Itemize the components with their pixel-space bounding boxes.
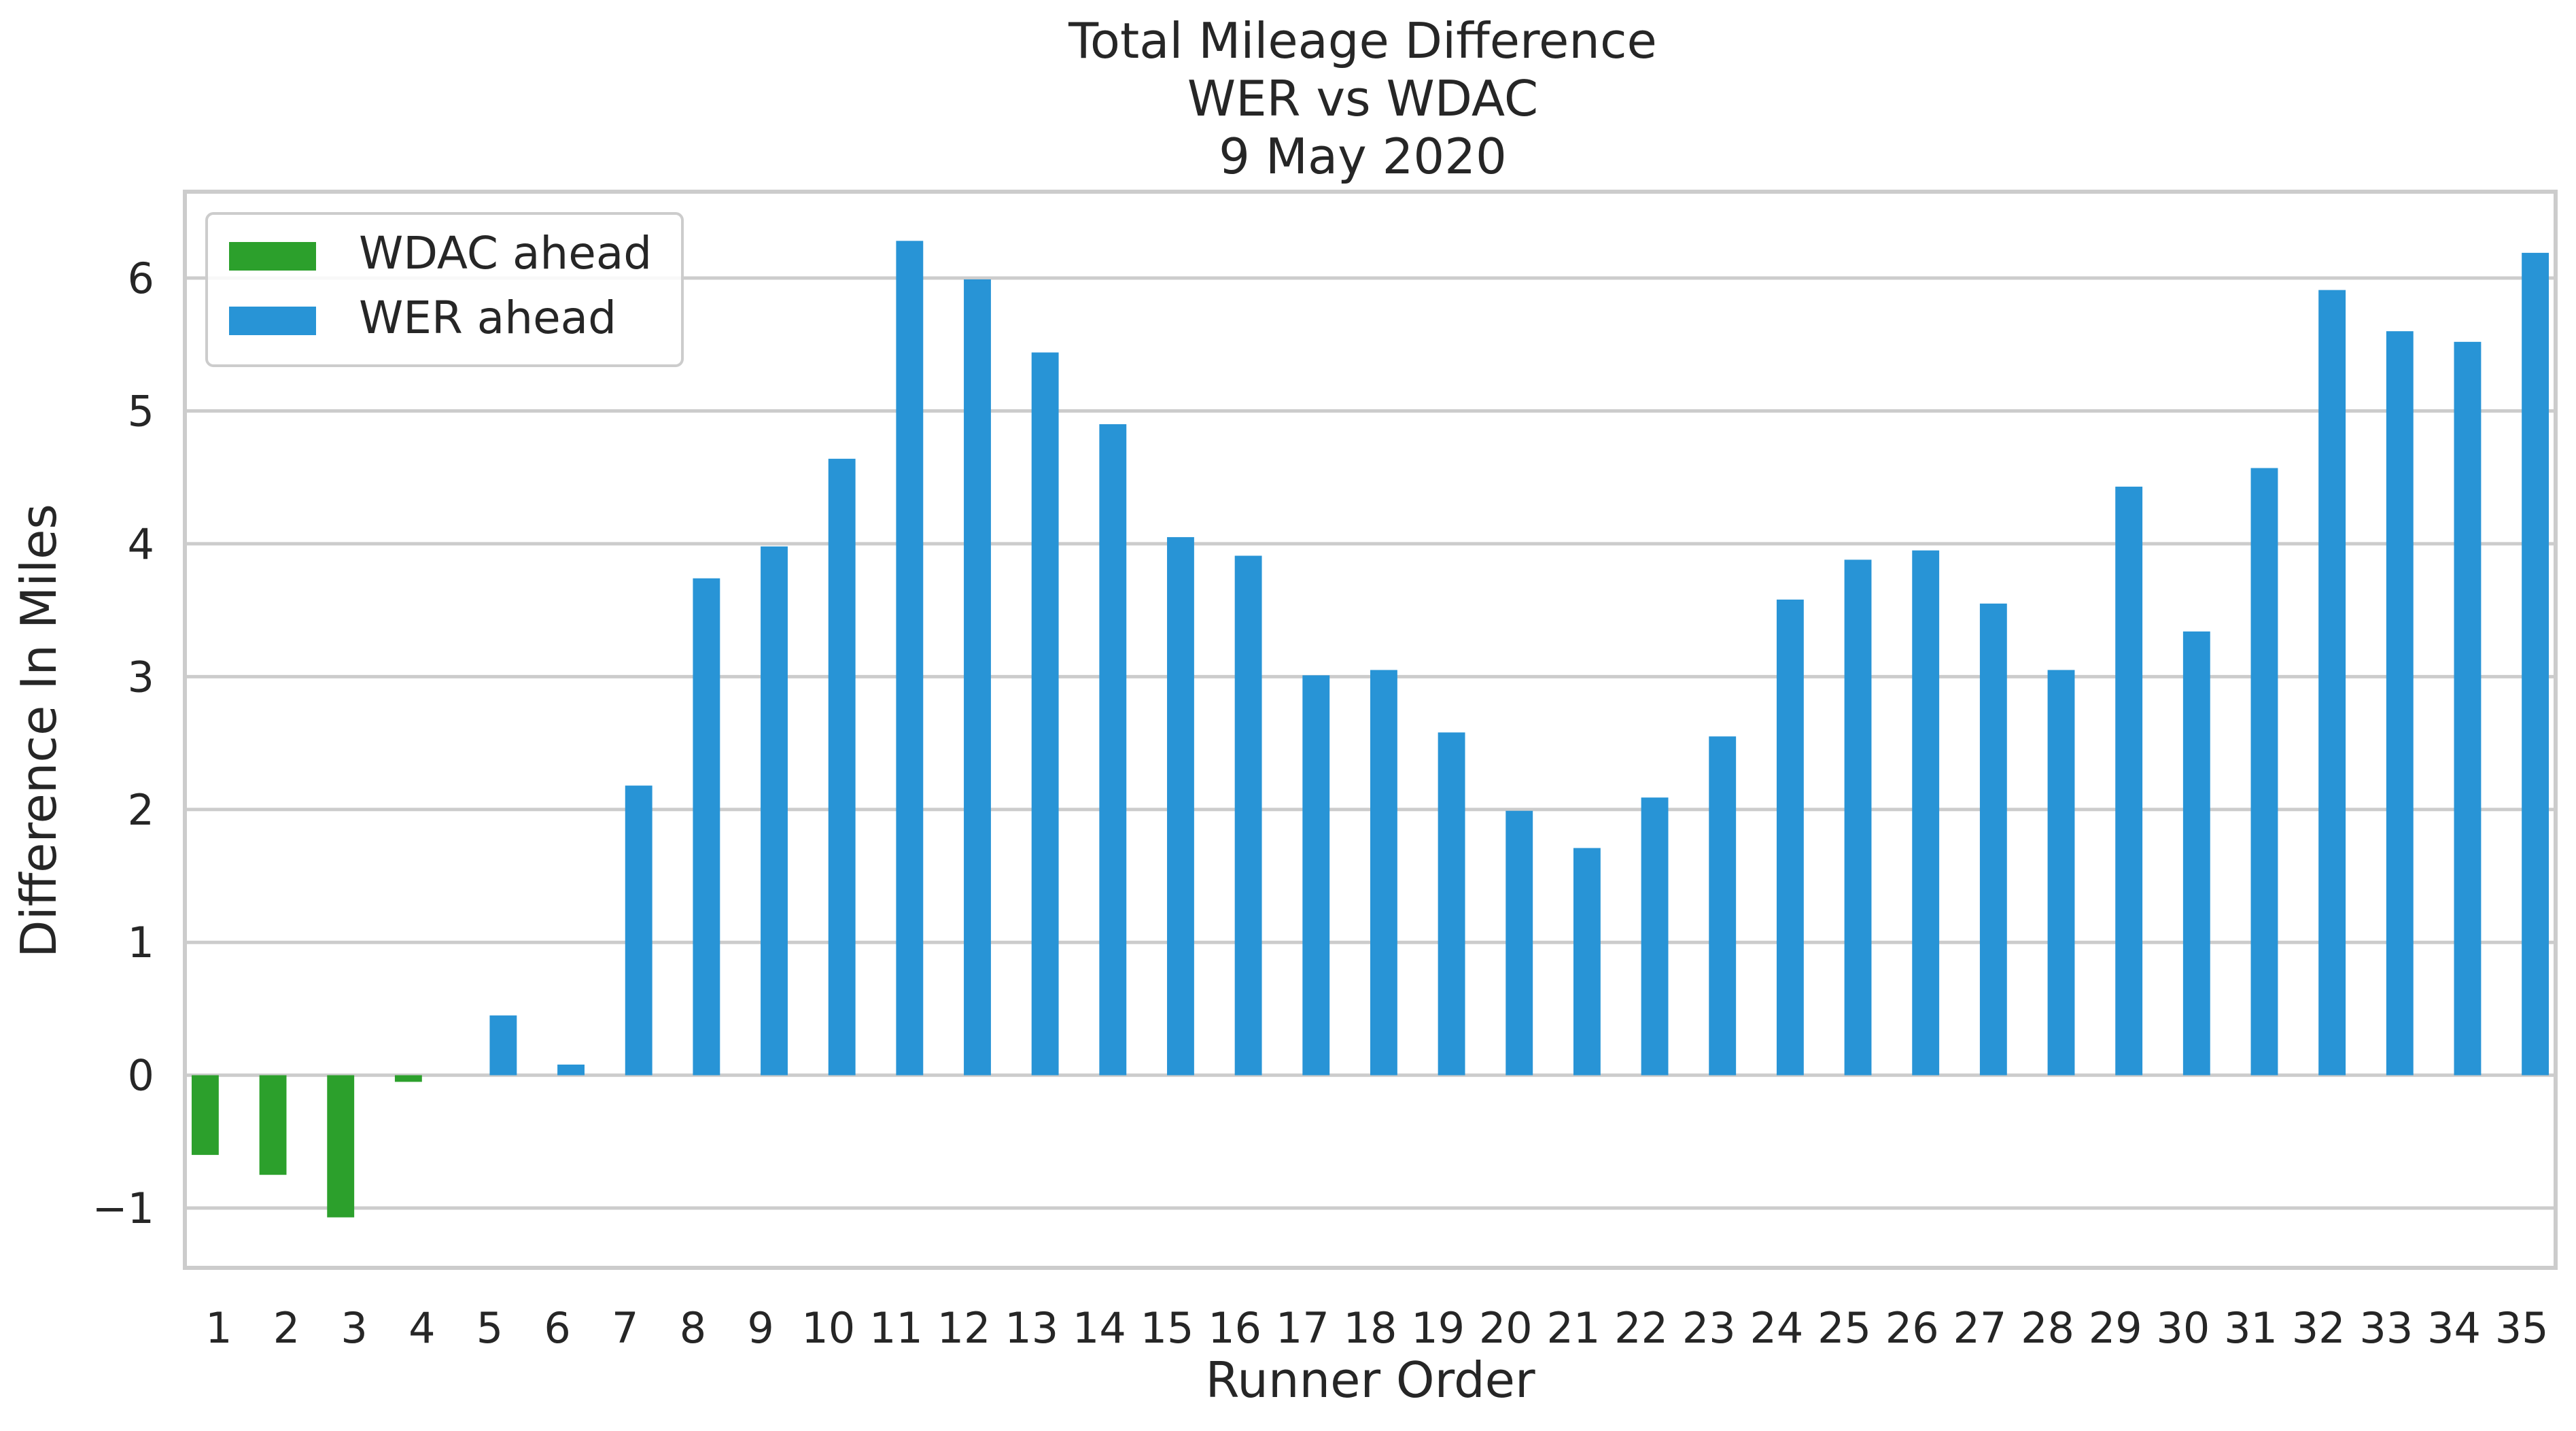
x-tick-label: 2 bbox=[273, 1303, 300, 1353]
x-tick-label: 34 bbox=[2427, 1303, 2481, 1353]
x-tick-label: 31 bbox=[2224, 1303, 2278, 1353]
bar-wer-runner-27 bbox=[1979, 603, 2007, 1075]
bars bbox=[191, 241, 2549, 1218]
x-tick-labels: 1 2 3 4 5 6 7 8 9 10 11 12 13 14 15 16 17 18 19 20 21 22 23 24 2… bbox=[205, 1303, 2549, 1353]
y-axis-label: Difference In Miles bbox=[10, 504, 67, 958]
title-line-2: WER vs WDAC bbox=[1187, 70, 1538, 127]
bar-wer-runner-15 bbox=[1167, 537, 1194, 1075]
x-tick-label: 6 bbox=[544, 1303, 570, 1353]
y-tick-label: 0 bbox=[128, 1051, 154, 1101]
x-tick-label: 21 bbox=[1547, 1303, 1601, 1353]
bar-wer-runner-10 bbox=[828, 458, 856, 1075]
bar-wer-runner-12 bbox=[964, 279, 991, 1075]
x-tick-label: 26 bbox=[1885, 1303, 1939, 1353]
bar-wer-runner-13 bbox=[1031, 352, 1059, 1075]
bar-wer-runner-22 bbox=[1641, 797, 1669, 1075]
legend-swatch-wdac bbox=[229, 242, 316, 271]
x-tick-label: 32 bbox=[2292, 1303, 2346, 1353]
legend-label-wer: WER ahead bbox=[359, 292, 616, 344]
x-tick-label: 5 bbox=[476, 1303, 503, 1353]
chart-title: Total Mileage Difference WER vs WDAC 9 M… bbox=[1068, 12, 1657, 185]
bar-wer-runner-31 bbox=[2250, 468, 2278, 1075]
x-tick-label: 24 bbox=[1750, 1303, 1803, 1353]
bar-wer-runner-24 bbox=[1776, 599, 1804, 1075]
x-tick-label: 25 bbox=[1817, 1303, 1871, 1353]
x-tick-label: 9 bbox=[747, 1303, 773, 1353]
bar-wer-runner-34 bbox=[2454, 341, 2482, 1075]
bar-wer-runner-6 bbox=[557, 1064, 585, 1075]
y-tick-label: 2 bbox=[128, 785, 154, 835]
title-line-3: 9 May 2020 bbox=[1219, 128, 1507, 185]
title-line-1: Total Mileage Difference bbox=[1068, 12, 1657, 69]
y-tick-label: 3 bbox=[128, 652, 154, 702]
x-tick-label: 1 bbox=[205, 1303, 232, 1353]
y-tick-label: −1 bbox=[92, 1184, 154, 1233]
bar-wer-runner-8 bbox=[693, 578, 720, 1075]
x-tick-label: 18 bbox=[1344, 1303, 1397, 1353]
bar-wdac-runner-2 bbox=[259, 1075, 287, 1175]
bar-wer-runner-14 bbox=[1099, 424, 1127, 1075]
y-tick-label: 1 bbox=[128, 918, 154, 967]
bar-wer-runner-9 bbox=[761, 546, 788, 1075]
x-axis-label: Runner Order bbox=[1205, 1351, 1535, 1409]
x-tick-label: 8 bbox=[680, 1303, 706, 1353]
x-tick-label: 22 bbox=[1614, 1303, 1668, 1353]
x-tick-label: 35 bbox=[2495, 1303, 2549, 1353]
bar-wer-runner-16 bbox=[1234, 555, 1262, 1075]
y-tick-label: 5 bbox=[128, 386, 154, 436]
x-tick-label: 14 bbox=[1073, 1303, 1126, 1353]
y-tick-label: 6 bbox=[128, 254, 154, 303]
x-tick-label: 7 bbox=[612, 1303, 638, 1353]
x-tick-label: 17 bbox=[1276, 1303, 1329, 1353]
x-tick-label: 23 bbox=[1682, 1303, 1736, 1353]
x-tick-label: 27 bbox=[1953, 1303, 2006, 1353]
x-tick-label: 20 bbox=[1479, 1303, 1533, 1353]
bar-wer-runner-28 bbox=[2047, 670, 2075, 1075]
x-tick-label: 19 bbox=[1411, 1303, 1465, 1353]
x-tick-label: 33 bbox=[2359, 1303, 2413, 1353]
legend-box bbox=[205, 212, 684, 367]
bar-wer-runner-11 bbox=[896, 241, 924, 1075]
x-tick-label: 4 bbox=[408, 1303, 435, 1353]
legend: WDAC ahead WER ahead bbox=[205, 212, 684, 367]
legend-label-wdac: WDAC ahead bbox=[359, 227, 652, 279]
bar-wer-runner-18 bbox=[1370, 670, 1397, 1075]
x-tick-label: 16 bbox=[1208, 1303, 1261, 1353]
bar-wer-runner-20 bbox=[1505, 810, 1533, 1075]
x-tick-label: 30 bbox=[2156, 1303, 2210, 1353]
bar-wdac-runner-4 bbox=[394, 1075, 422, 1082]
x-tick-label: 15 bbox=[1141, 1303, 1194, 1353]
x-tick-label: 3 bbox=[341, 1303, 367, 1353]
bar-wer-runner-33 bbox=[2386, 331, 2414, 1075]
bar-wer-runner-30 bbox=[2182, 631, 2210, 1075]
x-tick-label: 11 bbox=[869, 1303, 923, 1353]
bar-wer-runner-5 bbox=[489, 1015, 517, 1075]
bar-wer-runner-23 bbox=[1709, 736, 1737, 1075]
y-tick-labels: −1 0 1 2 3 4 5 6 bbox=[92, 254, 154, 1233]
bar-wer-runner-17 bbox=[1302, 675, 1330, 1075]
bar-wdac-runner-1 bbox=[191, 1075, 219, 1155]
bar-wer-runner-29 bbox=[2115, 486, 2143, 1075]
x-tick-label: 13 bbox=[1005, 1303, 1058, 1353]
bar-wdac-runner-3 bbox=[327, 1075, 355, 1218]
x-tick-label: 10 bbox=[801, 1303, 855, 1353]
bar-wer-runner-32 bbox=[2318, 290, 2346, 1075]
bar-wer-runner-7 bbox=[625, 785, 652, 1075]
bar-wer-runner-21 bbox=[1573, 848, 1601, 1075]
y-tick-label: 4 bbox=[128, 519, 154, 569]
x-tick-label: 28 bbox=[2021, 1303, 2074, 1353]
bar-wer-runner-35 bbox=[2522, 252, 2549, 1075]
x-tick-label: 12 bbox=[937, 1303, 991, 1353]
legend-swatch-wer bbox=[229, 307, 316, 335]
bar-wer-runner-19 bbox=[1438, 732, 1465, 1075]
bar-wer-runner-26 bbox=[1912, 550, 1940, 1075]
plot-frame bbox=[183, 190, 2558, 1270]
x-tick-label: 29 bbox=[2089, 1303, 2142, 1353]
bar-wer-runner-25 bbox=[1844, 559, 1872, 1075]
